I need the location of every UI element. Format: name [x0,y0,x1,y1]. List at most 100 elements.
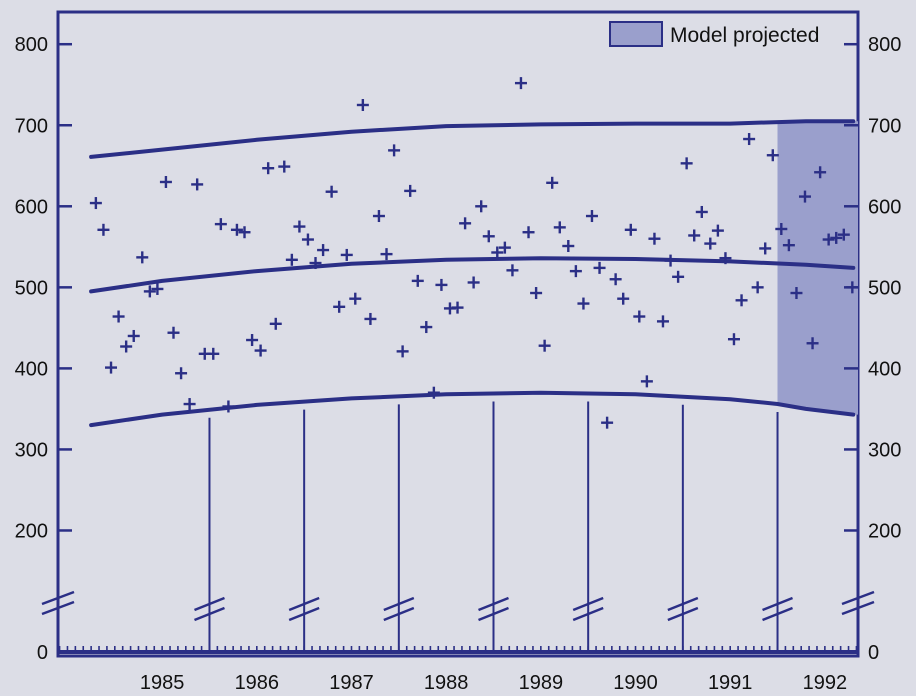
y-left-tick-label: 0 [37,642,48,664]
y-left-tick-label: 600 [15,196,48,218]
observed-point [482,230,495,243]
observed-point [89,197,102,210]
observed-point [624,223,637,236]
axis-break-mark [383,606,415,622]
y-axis-left: 800 700 600 500 400 300 200 0 [15,34,75,664]
observed-point [688,229,701,242]
x-year-label: 1992 [803,672,848,694]
axis-break-mark [572,596,604,612]
observed-point [459,217,472,230]
observed-point [191,178,204,191]
observed-point [704,237,717,250]
observed-point [782,239,795,252]
observed-point [349,292,362,305]
y-left-tick-label: 500 [15,277,48,299]
observed-point [790,287,803,300]
axis-break-mark [572,606,604,622]
observed-point [136,251,149,264]
observed-point [380,248,393,261]
axis-break-mark [383,596,415,612]
observed-point [238,226,251,239]
lower-band-line [89,390,856,428]
axis-break-mark [478,606,509,622]
observed-point [593,261,606,274]
y-left-tick-label: 200 [15,520,48,542]
observed-point [640,375,653,388]
observed-point [664,254,677,267]
observed-point [167,326,180,339]
observed-point [278,160,291,173]
observed-point [633,310,646,323]
axis-break-mark [41,590,75,606]
observed-point [798,190,811,203]
observed-point [309,257,322,270]
observed-point [506,264,519,277]
observed-point [522,226,535,239]
observed-point [609,273,622,286]
observed-point [214,218,227,231]
observed-point [814,166,827,179]
observed-point [475,200,488,213]
axis-break-mark [841,590,875,606]
x-year-label: 1987 [329,672,374,694]
projection-region [777,121,858,415]
observed-point [356,98,369,111]
x-year-label: 1988 [424,672,469,694]
observed-point [207,347,220,360]
observed-point [751,281,764,294]
observed-point [837,228,850,241]
axis-break-mark [194,606,225,622]
observed-point [601,416,614,429]
observed-point [648,232,661,245]
observed-point [435,278,448,291]
y-right-tick-label: 500 [868,277,901,299]
observed-point [143,285,156,298]
observed-point [340,248,353,261]
observed-point [553,221,566,234]
plot-frame [56,10,860,658]
observed-point [230,223,243,236]
observed-point [530,287,543,300]
x-year-label: 1990 [613,672,658,694]
legend-swatch [609,21,663,47]
y-left-tick-label: 800 [15,34,48,56]
observed-point [569,265,582,278]
axis-break-mark [288,606,320,622]
observed-point [333,300,346,313]
observed-point [269,317,282,330]
axis-break-mark [667,596,699,612]
y-right-tick-label: 800 [868,34,901,56]
observed-point [766,149,779,162]
observed-point [301,233,314,246]
observed-point [538,339,551,352]
observed-point [246,334,259,347]
axis-break-mark [478,596,509,612]
observed-point [183,398,196,411]
observed-point [97,223,110,236]
x-year-label: 1985 [140,672,185,694]
observed-point [672,270,685,283]
y-left-tick-label: 700 [15,115,48,137]
observed-point [175,367,188,380]
axis-break-mark [841,600,875,616]
observed-point [262,162,275,175]
observed-point [159,175,172,188]
observed-point [151,282,164,295]
observed-point [617,292,630,305]
central-line [89,256,856,294]
y-right-tick-label: 300 [868,439,901,461]
projection-region-layer [777,121,858,415]
y-right-tick-label: 200 [868,520,901,542]
observed-point [317,244,330,257]
observed-point [285,253,298,266]
observed-point [822,233,835,246]
observed-point [498,241,511,254]
observed-point [727,333,740,346]
observed-point [388,144,401,157]
x-year-label: 1991 [708,672,753,694]
x-axis: 1985 1986 1987 1988 1989 1990 1991 1992 [58,401,858,694]
model-band-lines [89,119,856,428]
observed-point [396,345,409,358]
axis-break-mark [667,606,699,622]
y-right-tick-label: 700 [868,115,901,137]
